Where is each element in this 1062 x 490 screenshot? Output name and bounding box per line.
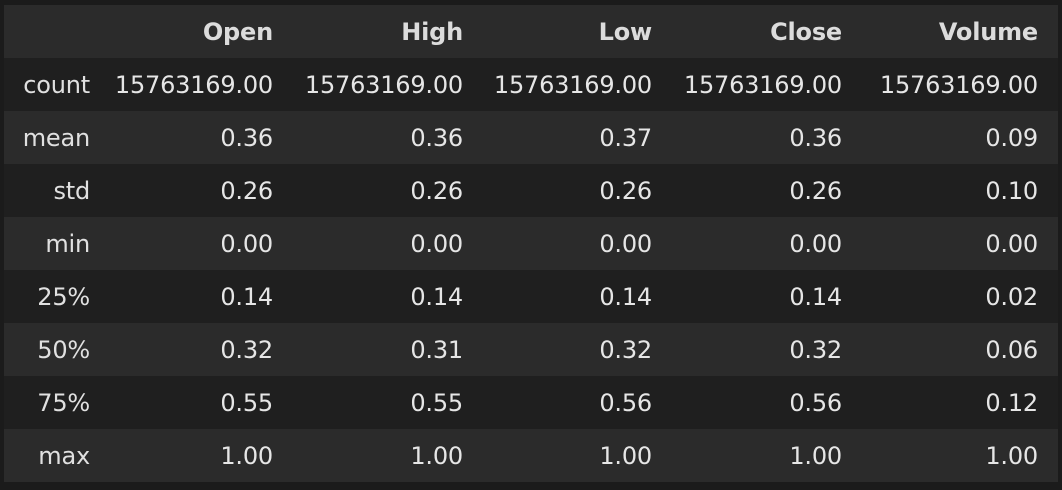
dataframe-output: Open High Low Close Volume count 1576316… bbox=[4, 5, 1058, 482]
table-cell: 0.00 bbox=[410, 229, 463, 258]
table-cell: 1.00 bbox=[599, 441, 652, 470]
header-row: Open High Low Close Volume bbox=[4, 5, 1058, 58]
table-cell: 0.06 bbox=[985, 335, 1038, 364]
table-cell: 1.00 bbox=[220, 441, 273, 470]
table-cell: 0.09 bbox=[985, 123, 1038, 152]
table-cell: 0.32 bbox=[789, 335, 842, 364]
table-cell: 0.32 bbox=[220, 335, 273, 364]
table-cell: 15763169.00 bbox=[879, 70, 1038, 99]
table-cell: 0.55 bbox=[410, 388, 463, 417]
table-cell: 0.36 bbox=[789, 123, 842, 152]
row-index-label: mean bbox=[22, 123, 90, 152]
table-cell: 0.14 bbox=[220, 282, 273, 311]
table-row-min: min 0.00 0.00 0.00 0.00 0.00 bbox=[4, 217, 1058, 270]
table-cell: 1.00 bbox=[789, 441, 842, 470]
column-header-volume: Volume bbox=[938, 17, 1038, 46]
table-cell: 0.37 bbox=[599, 123, 652, 152]
table-row-25pct: 25% 0.14 0.14 0.14 0.14 0.02 bbox=[4, 270, 1058, 323]
row-index-label: 50% bbox=[37, 335, 90, 364]
table-cell: 0.26 bbox=[410, 176, 463, 205]
column-header-close: Close bbox=[770, 17, 842, 46]
row-index-label: count bbox=[23, 70, 90, 99]
table-cell: 0.00 bbox=[599, 229, 652, 258]
table-cell: 0.00 bbox=[789, 229, 842, 258]
table-cell: 0.56 bbox=[599, 388, 652, 417]
column-header-high: High bbox=[401, 17, 463, 46]
table-cell: 15763169.00 bbox=[493, 70, 652, 99]
table-cell: 0.00 bbox=[220, 229, 273, 258]
row-index-label: min bbox=[45, 229, 90, 258]
column-header-low: Low bbox=[598, 17, 653, 46]
table-cell: 0.26 bbox=[789, 176, 842, 205]
table-cell: 1.00 bbox=[410, 441, 463, 470]
row-index-label: std bbox=[53, 176, 90, 205]
table-cell: 0.56 bbox=[789, 388, 842, 417]
table-row-max: max 1.00 1.00 1.00 1.00 1.00 bbox=[4, 429, 1058, 482]
table-cell: 15763169.00 bbox=[683, 70, 842, 99]
table-cell: 0.26 bbox=[220, 176, 273, 205]
index-header-cell bbox=[4, 5, 102, 58]
table-row-50pct: 50% 0.32 0.31 0.32 0.32 0.06 bbox=[4, 323, 1058, 376]
table-cell: 0.12 bbox=[985, 388, 1038, 417]
table-row-75pct: 75% 0.55 0.55 0.56 0.56 0.12 bbox=[4, 376, 1058, 429]
row-index-label: 75% bbox=[37, 388, 90, 417]
table-cell: 0.55 bbox=[220, 388, 273, 417]
table-cell: 0.00 bbox=[985, 229, 1038, 258]
table-header: Open High Low Close Volume bbox=[4, 5, 1058, 58]
table-cell: 0.14 bbox=[789, 282, 842, 311]
table-cell: 0.14 bbox=[410, 282, 463, 311]
table-cell: 0.36 bbox=[410, 123, 463, 152]
row-index-label: max bbox=[38, 441, 90, 470]
row-index-label: 25% bbox=[37, 282, 90, 311]
table-row-count: count 15763169.00 15763169.00 15763169.0… bbox=[4, 58, 1058, 111]
table-cell: 1.00 bbox=[985, 441, 1038, 470]
table-row-mean: mean 0.36 0.36 0.37 0.36 0.09 bbox=[4, 111, 1058, 164]
table-cell: 15763169.00 bbox=[114, 70, 273, 99]
table-cell: 0.02 bbox=[985, 282, 1038, 311]
table-cell: 0.36 bbox=[220, 123, 273, 152]
table-cell: 0.10 bbox=[985, 176, 1038, 205]
table-cell: 0.14 bbox=[599, 282, 652, 311]
table-cell: 0.31 bbox=[410, 335, 463, 364]
describe-table: Open High Low Close Volume count 1576316… bbox=[4, 5, 1058, 482]
table-body: count 15763169.00 15763169.00 15763169.0… bbox=[4, 58, 1058, 482]
table-cell: 0.26 bbox=[599, 176, 652, 205]
column-header-open: Open bbox=[202, 17, 273, 46]
table-row-std: std 0.26 0.26 0.26 0.26 0.10 bbox=[4, 164, 1058, 217]
table-cell: 0.32 bbox=[599, 335, 652, 364]
table-cell: 15763169.00 bbox=[304, 70, 463, 99]
